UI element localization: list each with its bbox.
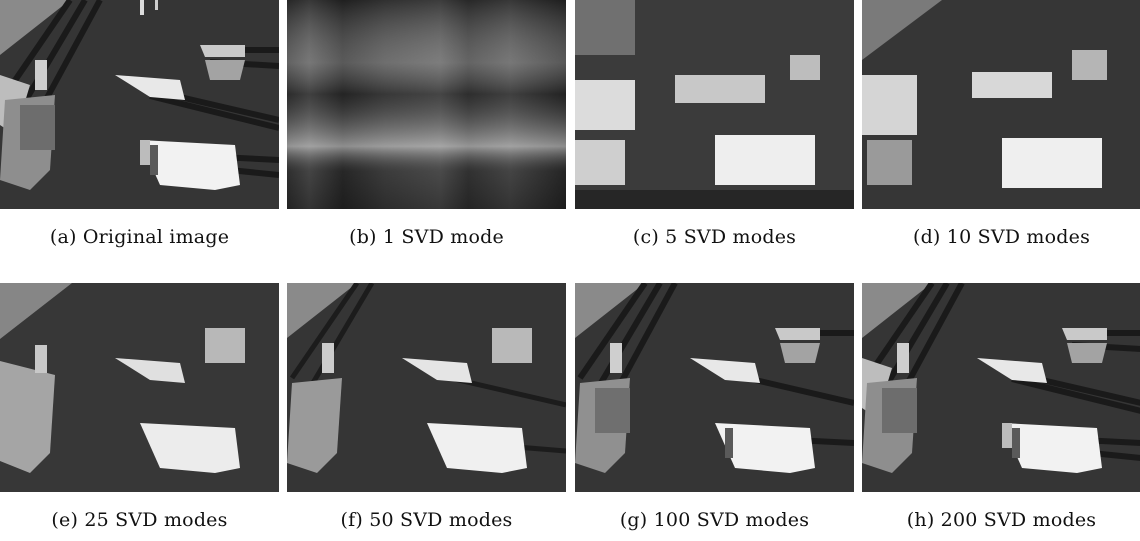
panel-5-modes: (c) 5 SVD modes — [575, 0, 854, 248]
reconstruction-100-modes — [575, 283, 854, 492]
reconstruction-50-modes — [287, 283, 566, 492]
panel-200-modes: (h) 200 SVD modes — [862, 283, 1140, 531]
panel-25-modes: (e) 25 SVD modes — [0, 283, 279, 531]
caption-5-modes: (c) 5 SVD modes — [632, 226, 797, 248]
panel-100-modes: (g) 100 SVD modes — [575, 283, 854, 531]
caption-100-modes: (g) 100 SVD modes — [619, 509, 810, 531]
caption-200-modes: (h) 200 SVD modes — [906, 509, 1097, 531]
reconstruction-5-modes — [575, 0, 854, 209]
panel-original: (a) Original image — [0, 0, 279, 248]
caption-original: (a) Original image — [49, 226, 230, 248]
panel-1-mode: (b) 1 SVD mode — [287, 0, 566, 248]
original-image — [0, 0, 279, 209]
panel-50-modes: (f) 50 SVD modes — [287, 283, 566, 531]
reconstruction-1-mode — [287, 0, 566, 209]
caption-50-modes: (f) 50 SVD modes — [340, 509, 513, 531]
caption-25-modes: (e) 25 SVD modes — [51, 509, 228, 531]
reconstruction-200-modes — [862, 283, 1140, 492]
reconstruction-25-modes — [0, 283, 279, 492]
caption-1-mode: (b) 1 SVD mode — [349, 226, 504, 248]
caption-10-modes: (d) 10 SVD modes — [912, 226, 1091, 248]
panel-10-modes: (d) 10 SVD modes — [862, 0, 1140, 248]
reconstruction-10-modes — [862, 0, 1140, 209]
